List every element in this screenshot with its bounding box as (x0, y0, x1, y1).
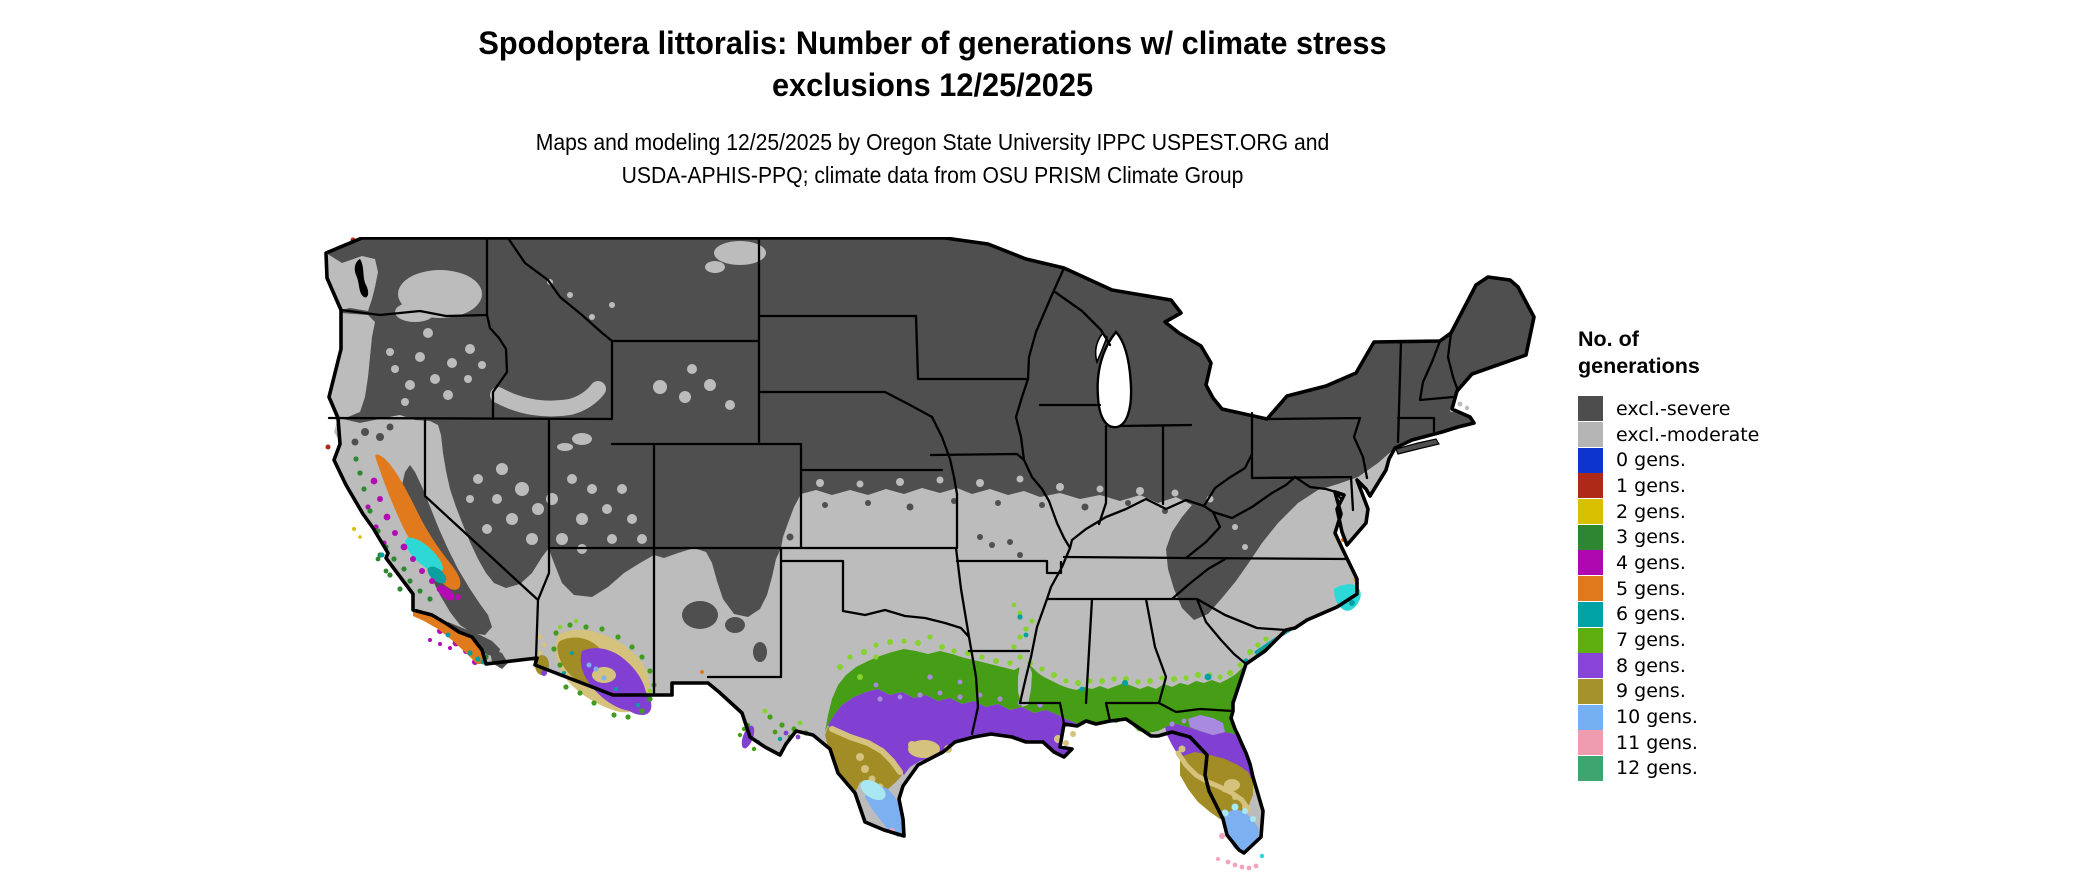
legend-swatch (1578, 524, 1603, 550)
legend-swatch (1578, 447, 1603, 473)
legend-item: 3 gens. (1578, 524, 1878, 550)
state-borders (327, 236, 1460, 736)
legend-item: 12 gens. (1578, 755, 1878, 782)
legend-item: 6 gens. (1578, 601, 1878, 628)
legend-title-line2: generations (1578, 353, 1700, 378)
legend-item: 10 gens. (1578, 704, 1878, 730)
legend: No. of generations excl.-severe excl.-mod… (1578, 326, 1878, 781)
legend-label: 9 gens. (1616, 680, 1686, 703)
legend-item: 0 gens. (1578, 447, 1878, 473)
legend-item: excl.-severe (1578, 396, 1878, 422)
map-subtitle: Maps and modeling 12/25/2025 by Oregon S… (93, 126, 1772, 192)
west-or-valley (329, 313, 375, 418)
legend-label: 6 gens. (1616, 603, 1686, 626)
legend-label: 5 gens. (1616, 577, 1686, 600)
legend-label: 12 gens. (1616, 757, 1698, 780)
gens8-fringe-nwfl (1188, 715, 1225, 735)
ne-montana-light (714, 241, 766, 265)
legend-swatch (1578, 755, 1603, 781)
gens8-band-gulf (828, 689, 1078, 775)
legend-swatch (1578, 473, 1603, 499)
gens6-keys-speck (1259, 853, 1265, 859)
legend-swatch (1578, 499, 1603, 525)
socal-coast-orange (413, 610, 486, 664)
puget-sound (354, 259, 369, 298)
green-bay (1094, 332, 1108, 365)
central-valley-orange (375, 454, 461, 590)
legend-label: 0 gens. (1616, 449, 1686, 472)
nw-ca-dark-specks (351, 423, 394, 446)
west-wa-lowland (326, 253, 378, 311)
us-map-svg (324, 236, 1536, 871)
legend-item: 2 gens. (1578, 499, 1878, 525)
map-subtitle-line1: Maps and modeling 12/25/2025 by Oregon S… (535, 129, 1330, 155)
legend-label: 1 gens. (1616, 474, 1686, 497)
legend-label: 3 gens. (1616, 526, 1686, 549)
legend-swatch (1578, 576, 1603, 602)
legend-label: 7 gens. (1616, 629, 1686, 652)
legend-item: excl.-moderate (1578, 422, 1878, 448)
legend-item: 4 gens. (1578, 550, 1878, 576)
map-title-line1: Spodoptera littoralis: Number of generat… (478, 25, 1387, 61)
legend-label: 10 gens. (1616, 706, 1698, 729)
snake-river-plain (490, 381, 606, 417)
legend-label: 11 gens. (1616, 731, 1698, 754)
legend-title-line1: No. of (1578, 327, 1639, 351)
gens8-fringe-specks (873, 674, 1187, 727)
gens10-fringe-texas (860, 779, 886, 801)
legend-item: 5 gens. (1578, 576, 1878, 602)
legend-swatch (1578, 653, 1603, 679)
gila-dark (682, 601, 718, 629)
california-complex (325, 444, 489, 665)
map-subtitle-line2: USDA-APHIS-PPQ; climate data from OSU PR… (621, 162, 1244, 188)
legend-item: 8 gens. (1578, 653, 1878, 679)
gens7-band (825, 628, 1295, 735)
legend-label: excl.-moderate (1616, 423, 1760, 446)
legend-items: excl.-severe excl.-moderate 0 gens. 1 gens.… (1578, 396, 1878, 781)
legend-swatch (1578, 422, 1603, 448)
sierra-nevada-dark (402, 465, 492, 635)
legend-swatch (1578, 704, 1603, 730)
legend-label: 4 gens. (1616, 551, 1686, 574)
legend-item: 11 gens. (1578, 730, 1878, 756)
legend-swatch (1578, 396, 1603, 422)
gens7-fringe-specks (762, 602, 1269, 726)
legend-swatch (1578, 730, 1603, 756)
gens1-speck-norcal (325, 444, 331, 450)
great-salt-lake-light (572, 433, 592, 445)
lake-michigan (1094, 330, 1133, 429)
legend-swatch (1578, 601, 1603, 627)
legend-label: 2 gens. (1616, 500, 1686, 523)
legend-swatch (1578, 627, 1603, 653)
legend-swatch (1578, 550, 1603, 576)
legend-label: 8 gens. (1616, 654, 1686, 677)
legend-item: 1 gens. (1578, 473, 1878, 499)
legend-label: excl.-severe (1616, 397, 1731, 420)
san-joaquin-cyan (405, 537, 443, 573)
legend-title: No. of generations (1578, 326, 1878, 379)
country-outline (324, 236, 1536, 855)
gens10-fringe-florida (1221, 803, 1256, 822)
map-title: Spodoptera littoralis: Number of generat… (37, 22, 1827, 106)
legend-item: 9 gens. (1578, 678, 1878, 705)
gens9-band-texas (825, 727, 902, 793)
map-title-line2: exclusions 12/25/2025 (771, 67, 1094, 103)
legend-swatch (1578, 678, 1603, 704)
long-island-dark (1395, 438, 1440, 455)
legend-item: 7 gens. (1578, 627, 1878, 653)
gens11-patches (889, 828, 1259, 871)
us-map (320, 236, 1545, 884)
